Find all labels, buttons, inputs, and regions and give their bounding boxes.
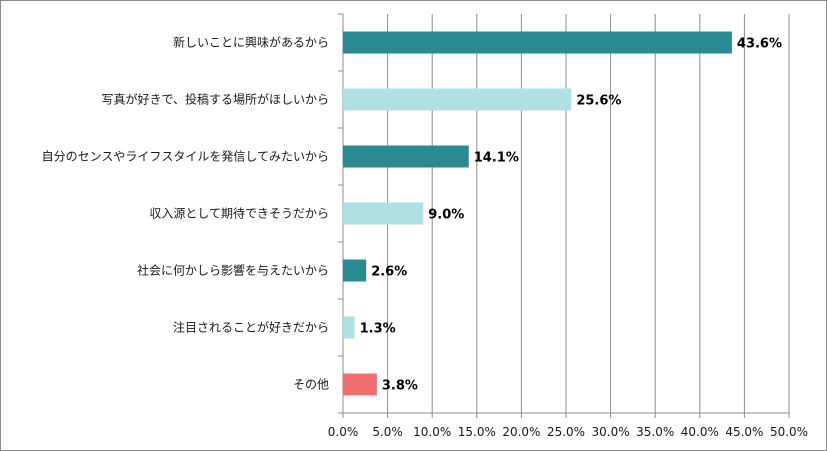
category-label: 社会に何かしら影響を与えたいから: [137, 263, 329, 278]
x-tick-label: 30.0%: [592, 425, 630, 439]
category-label: 注目されることが好きだから: [173, 320, 329, 335]
category-label: 新しいことに興味があるから: [173, 35, 329, 50]
x-tick-label: 45.0%: [725, 425, 763, 439]
data-label: 3.8%: [382, 379, 418, 394]
bar: [343, 316, 355, 339]
x-tick-label: 25.0%: [547, 425, 585, 439]
bar: [343, 202, 424, 225]
category-label: 自分のセンスやライフスタイルを発信してみたいから: [42, 150, 329, 164]
data-label: 25.6%: [576, 94, 621, 109]
x-tick-label: 10.0%: [413, 425, 451, 439]
bar: [343, 373, 377, 396]
x-tick-label: 40.0%: [681, 425, 719, 439]
data-label: 14.1%: [474, 151, 519, 166]
data-label: 2.6%: [371, 265, 407, 280]
data-label: 1.3%: [360, 322, 396, 337]
x-tick-label: 35.0%: [636, 425, 674, 439]
x-tick-label: 0.0%: [328, 425, 359, 439]
data-label: 9.0%: [428, 208, 464, 223]
bar: [343, 31, 732, 54]
category-label: その他: [293, 378, 329, 392]
bar: [343, 88, 572, 111]
x-tick-label: 15.0%: [458, 425, 496, 439]
bar: [343, 145, 469, 168]
x-tick-label: 20.0%: [502, 425, 540, 439]
bar: [343, 259, 367, 282]
x-tick-label: 5.0%: [372, 425, 403, 439]
x-tick-label: 50.0%: [770, 425, 808, 439]
data-label: 43.6%: [737, 37, 782, 52]
category-label: 収入源として期待できそうだから: [149, 207, 329, 221]
category-label: 写真が好きで、投稿する場所がほしいから: [101, 92, 329, 107]
